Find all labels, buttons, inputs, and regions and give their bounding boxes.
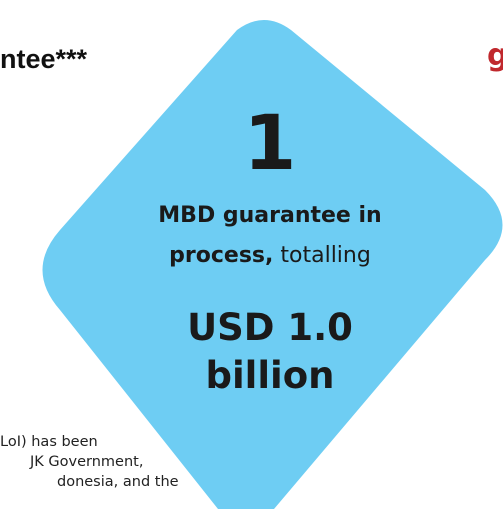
paragraph-line: LoI) has been [0, 434, 98, 450]
amount-line-1: USD 1.0 [187, 306, 353, 349]
guarantee-amount: USD 1.0 billion [100, 304, 440, 400]
desc-bold-line-1: MBD guarantee in [158, 203, 382, 228]
amount-line-2: billion [205, 354, 335, 397]
desc-regular: totalling [273, 243, 371, 268]
logo-fragment: g [487, 38, 503, 73]
guarantee-description: MBD guarantee in process, totalling [100, 196, 440, 276]
desc-bold-line-2: process, [169, 243, 274, 268]
background-heading-fragment: ntee*** [0, 44, 88, 74]
guarantee-count: 1 [243, 98, 297, 187]
paragraph-line: JK Government, [30, 454, 144, 470]
paragraph-line: donesia, and the [57, 474, 179, 490]
background-paragraph: LoI) has been JK Government, donesia, an… [0, 432, 179, 492]
